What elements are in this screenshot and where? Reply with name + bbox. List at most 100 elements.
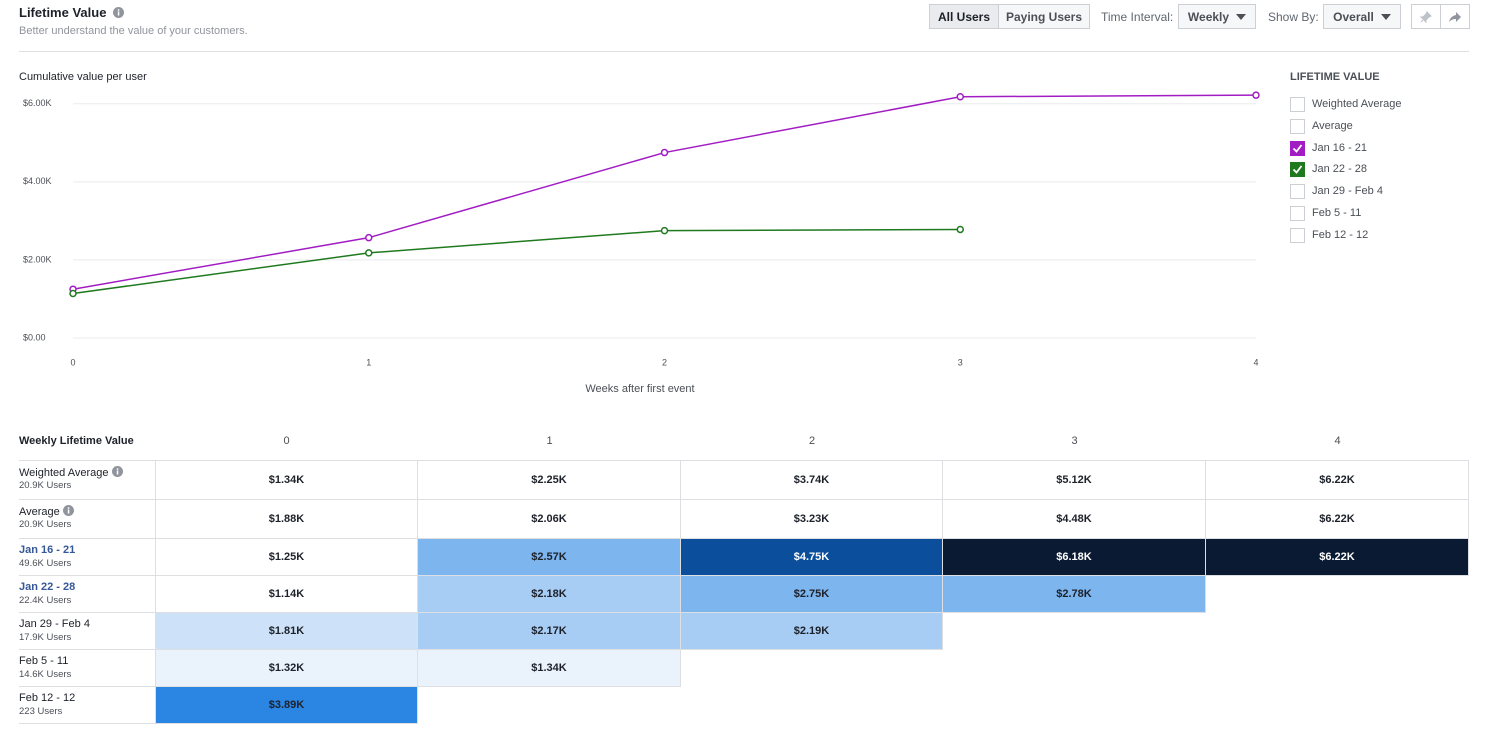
y-axis-title: Cumulative value per user	[19, 71, 147, 83]
table-cell: $1.81K	[155, 613, 418, 650]
divider	[19, 51, 1469, 52]
table-cell: $5.12K	[943, 461, 1206, 500]
x-tick-label: 0	[70, 357, 75, 367]
x-tick-label: 4	[1253, 357, 1258, 367]
row-users: 49.6K Users	[19, 558, 72, 569]
subtitle: Better understand the value of your cust…	[19, 25, 248, 37]
data-point	[660, 226, 669, 235]
title-text: Lifetime Value	[19, 5, 107, 20]
legend-checkbox[interactable]	[1290, 118, 1305, 134]
column-header: 0	[283, 435, 290, 447]
row-label-text: Weighted Average	[19, 467, 109, 479]
table-cell: $2.06K	[418, 500, 681, 539]
table-cell: $2.75K	[681, 576, 943, 613]
check-mark	[1292, 165, 1303, 175]
table-cell: $6.18K	[943, 539, 1206, 576]
chart: Cumulative value per user Weeks after fi…	[19, 71, 1260, 395]
table-cell: $4.75K	[681, 539, 943, 576]
x-tick-label: 3	[958, 357, 963, 367]
legend-checkbox[interactable]	[1290, 97, 1305, 112]
row-label: Jan 29 - Feb 4	[19, 618, 90, 630]
table-cell: $2.17K	[418, 613, 681, 650]
legend-label: Jan 29 - Feb 4	[1312, 185, 1383, 198]
pin-button[interactable]	[1411, 4, 1441, 29]
x-tick-label: 1	[366, 357, 371, 367]
table-cell: $6.22K	[1206, 500, 1469, 539]
legend-checkbox[interactable]	[1290, 227, 1305, 243]
show-by-label: Show By:	[1268, 10, 1319, 24]
dropdown-value: Overall	[1333, 9, 1374, 24]
y-tick-label: $6.00K	[23, 98, 52, 108]
column-header: 3	[1071, 435, 1078, 447]
show-by-dropdown[interactable]: Overall	[1323, 4, 1401, 29]
row-users: 20.9K Users	[19, 480, 72, 491]
table-cell: $6.22K	[1206, 461, 1469, 500]
time-interval-dropdown[interactable]: Weekly	[1178, 4, 1256, 29]
data-point	[69, 289, 77, 298]
row-users: 17.9K Users	[19, 632, 72, 643]
row-label-text: Feb 12 - 12	[19, 692, 76, 704]
row-label-text: Jan 22 - 28	[19, 581, 76, 593]
legend-label: Average	[1312, 119, 1353, 132]
table-title: Weekly Lifetime Value	[19, 435, 134, 447]
data-point	[365, 249, 373, 257]
info-icon[interactable]	[62, 505, 74, 516]
legend-checkbox[interactable]	[1290, 184, 1305, 200]
series-line: Jan 22 - 28	[72, 228, 961, 295]
share-button[interactable]	[1440, 4, 1470, 29]
row-users: 14.6K Users	[19, 669, 72, 680]
y-tick-label: $2.00K	[23, 254, 52, 264]
data-point	[956, 92, 964, 101]
row-label: Jan 22 - 28	[19, 581, 75, 593]
legend-checkbox[interactable]	[1290, 206, 1305, 221]
row-label-text: Average	[19, 506, 60, 518]
table-cell: $3.23K	[681, 500, 943, 539]
column-header: 1	[546, 435, 553, 447]
row-users: 22.4K Users	[19, 595, 72, 606]
table-cell: $1.32K	[155, 650, 418, 687]
y-tick-label: $4.00K	[23, 176, 52, 186]
row-label: Weighted Average	[19, 466, 123, 479]
row-border	[19, 723, 155, 724]
table-cell: $3.89K	[155, 687, 418, 724]
table-cell: $2.18K	[418, 576, 681, 613]
row-label: Feb 5 - 11	[19, 655, 68, 667]
legend-label: Jan 22 - 28	[1312, 163, 1368, 176]
table-cell: $1.34K	[418, 650, 681, 687]
table-cell: $2.19K	[681, 613, 943, 650]
table-cell: $1.88K	[155, 500, 418, 539]
table-cell: $2.25K	[418, 461, 681, 500]
row-border	[19, 686, 155, 687]
tab-button[interactable]: Paying Users	[998, 4, 1090, 29]
legend-checkbox[interactable]	[1290, 140, 1305, 156]
data-point	[365, 233, 373, 242]
legend-label: Feb 5 - 11	[1312, 207, 1362, 219]
data-point	[1252, 91, 1260, 99]
row-border	[19, 649, 155, 650]
pin-icon	[1420, 10, 1432, 23]
tab-button[interactable]: All Users	[929, 4, 999, 29]
data-point	[956, 225, 964, 234]
row-label: Jan 16 - 21	[19, 544, 75, 556]
info-icon[interactable]	[111, 466, 123, 477]
column-header: 4	[1334, 435, 1341, 447]
table-cell: $4.48K	[943, 500, 1206, 539]
legend-checkbox[interactable]	[1290, 162, 1305, 178]
table-cell: $2.78K	[943, 576, 1206, 613]
column-header: 2	[808, 435, 816, 447]
row-label: Average	[19, 505, 74, 518]
legend-label: Weighted Average	[1312, 98, 1402, 110]
page-title: Lifetime Value	[19, 5, 125, 20]
time-interval-label: Time Interval:	[1101, 10, 1174, 24]
row-label-text: Feb 5 - 11	[19, 655, 69, 667]
table-cell: $1.14K	[155, 576, 418, 613]
table-cell: $1.34K	[155, 461, 418, 500]
row-users: 223 Users	[19, 706, 63, 717]
row-users: 20.9K Users	[19, 519, 72, 530]
share-icon	[1449, 11, 1461, 22]
x-axis-title: Weeks after first event	[585, 383, 694, 395]
legend-title: LIFETIME VALUE	[1290, 71, 1380, 83]
row-label-text: Jan 16 - 21	[19, 544, 76, 556]
info-icon[interactable]	[113, 7, 125, 18]
